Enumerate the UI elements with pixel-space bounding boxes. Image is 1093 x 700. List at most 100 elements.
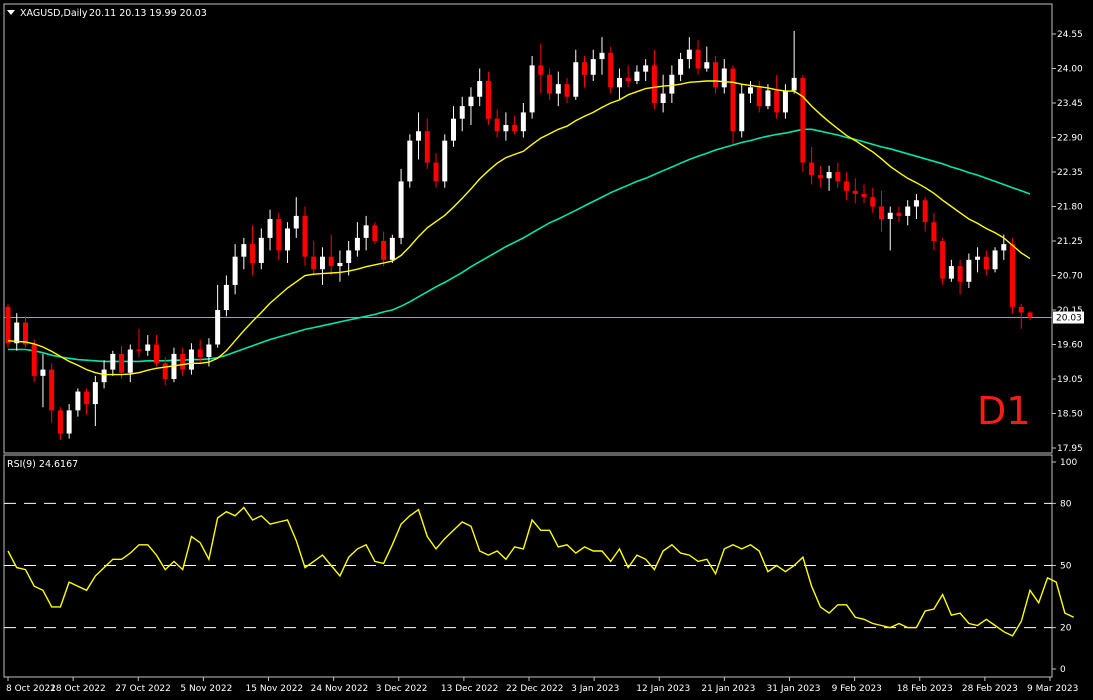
candle-body (520, 112, 526, 132)
fast-moving-average (7, 80, 1031, 376)
candle-body (127, 349, 133, 373)
candle-body (223, 284, 229, 310)
candle-body (547, 74, 553, 94)
time-tick-label: 18 Feb 2023 (897, 684, 953, 694)
price-tick-label: 22.35 (1057, 168, 1083, 178)
candle-body (197, 349, 203, 358)
candle-body (302, 215, 308, 257)
main-pane-border (3, 3, 1053, 454)
rsi-title: RSI(9) 24.6167 (7, 459, 78, 470)
chart-menu-triangle-icon[interactable] (7, 10, 15, 15)
candle-body (424, 131, 430, 163)
candle-body (844, 181, 850, 191)
candle-body (75, 391, 81, 411)
candle-body (162, 363, 168, 379)
candle-body (879, 206, 885, 220)
price-tick-label: 21.80 (1057, 203, 1083, 213)
candle-body (616, 77, 622, 88)
price-tick-label: 24.00 (1057, 65, 1083, 75)
rsi-tick-label: 50 (1060, 562, 1072, 572)
candle-body (258, 237, 264, 263)
candle-body (416, 131, 422, 141)
candle-body (1010, 244, 1016, 307)
candle-body (817, 175, 823, 179)
candle-body (940, 241, 946, 279)
price-scale: 24.55 24.00 23.45 22.90 22.35 21.80 21.25 20.70… (1052, 30, 1083, 454)
candle-body (538, 65, 544, 75)
candle-body (913, 200, 919, 207)
candle-body (512, 124, 518, 132)
current-price-line: 20.03 (4, 311, 1084, 324)
candle-body (564, 84, 570, 97)
candle-body (110, 353, 116, 370)
candle-body (494, 118, 500, 132)
candle-body (983, 256, 989, 270)
candle-body (442, 140, 448, 182)
candle-body (765, 90, 771, 107)
time-tick-label: 8 Oct 2022 (6, 684, 56, 694)
candle-body (153, 344, 159, 364)
candle-body (381, 241, 387, 260)
candle-body (966, 259, 972, 282)
candle-body (188, 349, 194, 370)
candle-body (337, 262, 343, 267)
rsi-line (7, 506, 1075, 637)
candle-body (1027, 312, 1033, 318)
candle-body (267, 219, 273, 238)
candle-body (739, 93, 745, 132)
candle-body (625, 77, 631, 82)
candle-body (826, 172, 832, 179)
candle-body (49, 369, 55, 411)
candle-body (713, 62, 719, 88)
candle-body (695, 49, 701, 69)
candle-body (346, 250, 352, 263)
candle-body (232, 256, 238, 285)
candle-body (791, 77, 797, 91)
price-tick-label: 23.45 (1057, 99, 1083, 109)
slow-moving-average (8, 128, 1031, 363)
candle-body (704, 62, 710, 69)
candle-body (66, 410, 72, 434)
candle-body (634, 71, 640, 82)
candle-body (992, 250, 998, 270)
rsi-tick-label: 0 (1060, 665, 1066, 675)
candle-body (905, 206, 911, 216)
ohlc-readout: 20.11 20.13 19.99 20.03 (89, 8, 207, 19)
candle-body (180, 353, 186, 370)
candle-body (136, 349, 142, 351)
price-tick-label: 18.50 (1057, 410, 1083, 420)
candle-body (319, 256, 325, 270)
candle-body (608, 52, 614, 88)
rsi-tick-label: 100 (1060, 458, 1077, 468)
candle-body (555, 84, 561, 94)
candle-body (485, 81, 491, 119)
candle-body (354, 237, 360, 251)
candle-body (599, 52, 605, 60)
candle-body (975, 256, 981, 260)
candle-body (1001, 244, 1007, 251)
candle-body (686, 49, 692, 60)
candle-body (922, 200, 928, 223)
candle-body (468, 96, 474, 107)
symbol-label: XAGUSD,Daily (20, 8, 88, 19)
candlestick-series (5, 30, 1033, 440)
rsi-tick-label: 20 (1060, 624, 1072, 634)
candle-body (84, 391, 90, 405)
candle-body (643, 65, 649, 72)
price-tick-label: 20.70 (1057, 272, 1083, 282)
candle-body (503, 124, 509, 132)
candle-body (957, 266, 963, 282)
candle-body (22, 322, 28, 345)
candle-body (809, 162, 815, 176)
price-tick-label: 24.55 (1057, 30, 1083, 40)
candle-body (389, 237, 395, 260)
candle-body (433, 162, 439, 182)
price-tick-label: 22.90 (1057, 134, 1083, 144)
candle-body (896, 212, 902, 216)
candle-body (835, 172, 841, 182)
price-tick-label: 19.60 (1057, 341, 1083, 351)
price-tick-label: 20.15 (1057, 306, 1083, 316)
candle-body (756, 87, 762, 107)
